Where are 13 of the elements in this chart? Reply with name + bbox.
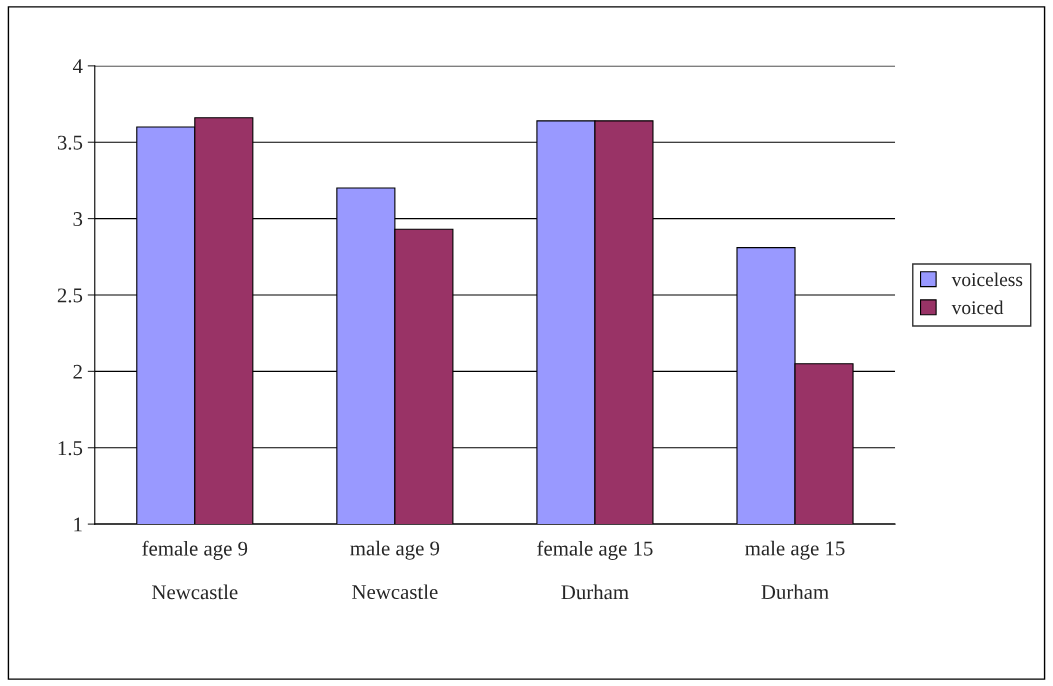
x-tick-label: female age 9 Newcastle (142, 540, 248, 600)
x-tick-label: female age 15 Durham (537, 540, 653, 600)
y-tick-label: 3 (73, 212, 83, 227)
y-tick-label: 2.5 (57, 288, 83, 303)
y-tick-label: 1.5 (58, 441, 83, 456)
y-tick-label: 3.5 (57, 135, 83, 150)
y-tick-label: 2 (73, 364, 82, 379)
y-tick-label: 4 (72, 59, 83, 74)
legend-label: voiceless (951, 272, 1023, 287)
legend-label: voiced (951, 300, 1004, 315)
y-tick-label: 1 (74, 517, 82, 532)
x-tick-label: male age 15 Durham (745, 540, 845, 600)
x-tick-label: male age 9 Newcastle (350, 540, 440, 600)
